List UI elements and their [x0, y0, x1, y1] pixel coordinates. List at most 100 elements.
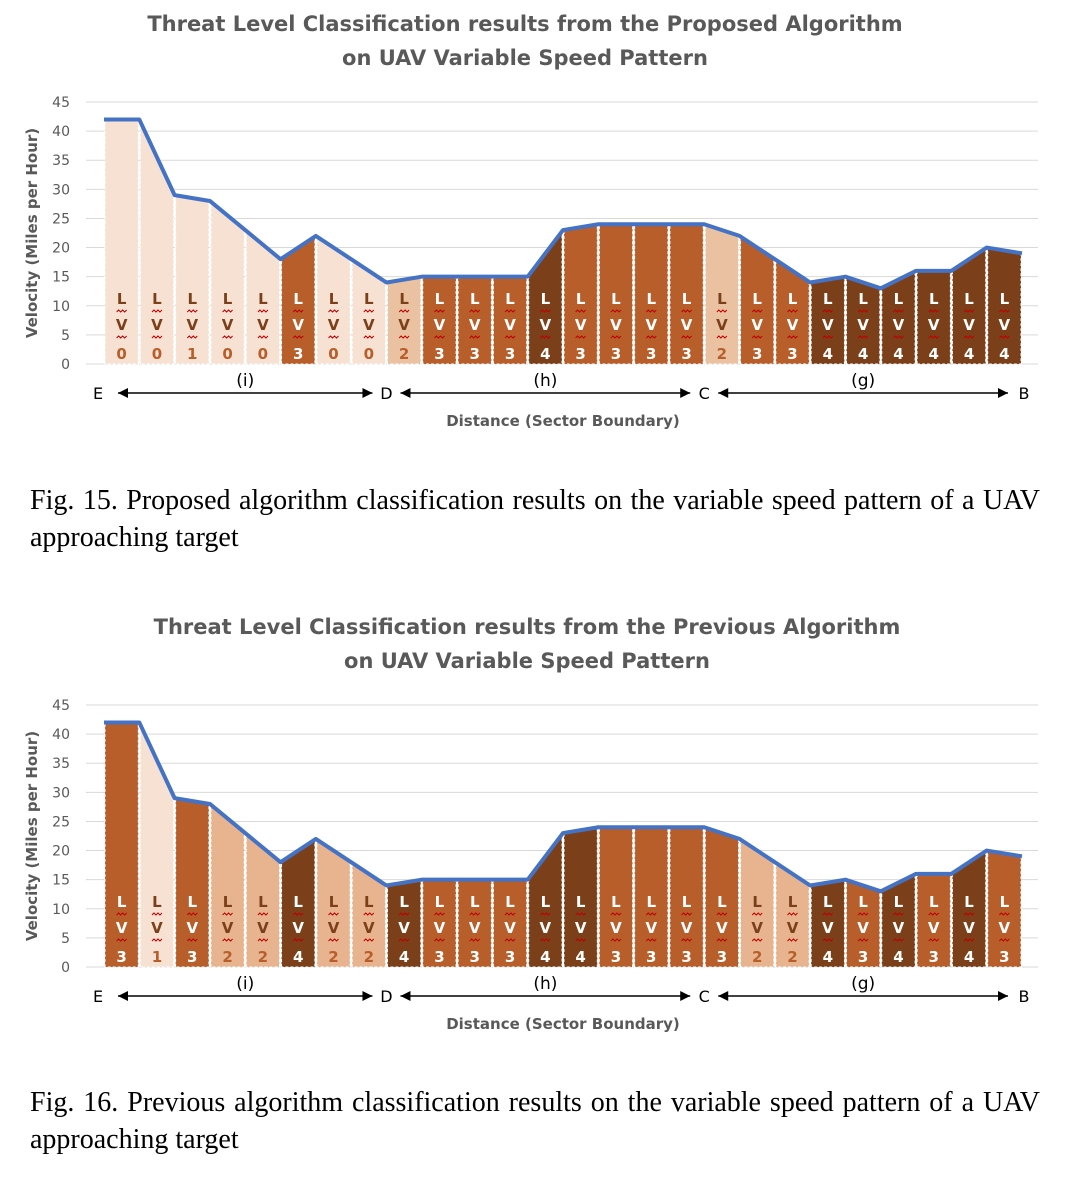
squiggle-mark: [222, 309, 233, 313]
boundary-label: D: [380, 384, 392, 403]
segment-level-mid: V: [963, 316, 975, 334]
segment-level-mid: V: [363, 919, 375, 937]
sector-arrow-head-right: [362, 388, 373, 398]
segment-level-mid: V: [716, 316, 728, 334]
segment-level-value: 4: [399, 948, 409, 966]
segment-level-prefix: L: [858, 290, 868, 308]
squiggle-mark: [610, 938, 622, 942]
y-tick-label: 5: [61, 328, 70, 344]
segment-level-prefix: L: [364, 290, 374, 308]
squiggle-mark: [328, 335, 339, 339]
x-axis-title: Distance (Sector Boundary): [446, 1015, 680, 1033]
squiggle-mark: [539, 912, 551, 916]
y-tick-label: 10: [52, 299, 70, 315]
boundary-label: B: [1019, 987, 1030, 1006]
segment-level-mid: V: [257, 919, 269, 937]
segment-level-mid: V: [398, 919, 410, 937]
squiggle-mark: [151, 335, 163, 339]
segment-level-prefix: L: [823, 290, 833, 308]
squiggle-mark: [398, 309, 410, 313]
y-tick-label: 15: [52, 873, 70, 889]
segment-level-prefix: L: [541, 290, 551, 308]
y-tick-label: 30: [52, 182, 70, 198]
segment-level-mid: V: [151, 316, 163, 334]
segment-level-mid: V: [575, 316, 587, 334]
segment-level-value: 3: [187, 948, 197, 966]
segment-level-value: 2: [399, 345, 409, 363]
squiggle-mark: [787, 938, 798, 942]
threat-segment: [245, 831, 281, 968]
segment-level-value: 3: [470, 948, 480, 966]
squiggle-mark: [186, 938, 198, 942]
segment-level-prefix: L: [505, 893, 515, 911]
threat-segment: [669, 826, 704, 968]
y-tick-label: 40: [52, 124, 70, 140]
sector-arrow-head-left: [118, 388, 128, 398]
segment-level-prefix: L: [894, 290, 904, 308]
velocity-line: [104, 117, 1023, 291]
squiggle-mark: [998, 938, 1010, 942]
squiggle-mark: [893, 912, 904, 916]
squiggle-mark: [928, 938, 940, 942]
segment-level-prefix: L: [682, 290, 692, 308]
segment-level-prefix: L: [611, 290, 621, 308]
squiggle-mark: [751, 938, 763, 942]
segment-level-value: 3: [752, 345, 762, 363]
squiggle-mark: [398, 912, 410, 916]
squiggle-mark: [645, 309, 657, 313]
segment-level-mid: V: [328, 919, 340, 937]
segment-level-prefix: L: [399, 290, 409, 308]
squiggle-mark: [645, 335, 657, 339]
segment-level-value: 0: [222, 345, 232, 363]
segment-level-prefix: L: [435, 290, 445, 308]
chart-title-line1: Threat Level Classification results from…: [147, 12, 902, 36]
segment-level-value: 3: [293, 345, 303, 363]
threat-segment: [740, 837, 775, 968]
threat-segment: [951, 246, 987, 365]
segment-level-prefix: L: [929, 893, 939, 911]
squiggle-mark: [575, 912, 587, 916]
squiggle-mark: [398, 335, 410, 339]
boundary-label: E: [93, 384, 103, 403]
segment-level-value: 4: [575, 948, 585, 966]
segment-level-value: 2: [328, 948, 338, 966]
segment-level-mid: V: [222, 316, 234, 334]
squiggle-mark: [716, 309, 728, 313]
segment-level-prefix: L: [470, 893, 480, 911]
segment-level-value: 4: [964, 948, 974, 966]
segment-level-mid: V: [645, 316, 657, 334]
segment-level-prefix: L: [964, 290, 974, 308]
segment-level-value: 3: [575, 345, 585, 363]
segment-level-value: 3: [505, 345, 515, 363]
segment-level-value: 3: [434, 948, 444, 966]
segment-level-mid: V: [893, 919, 905, 937]
squiggle-mark: [893, 309, 904, 313]
y-tick-label: 25: [52, 211, 70, 227]
y-tick-label: 20: [52, 844, 70, 860]
squiggle-mark: [504, 912, 516, 916]
squiggle-mark: [292, 912, 304, 916]
squiggle-mark: [787, 309, 798, 313]
segment-level-value: 2: [787, 948, 797, 966]
squiggle-mark: [328, 938, 339, 942]
segment-level-mid: V: [116, 316, 128, 334]
segment-level-prefix: L: [329, 893, 339, 911]
squiggle-mark: [363, 309, 375, 313]
squiggle-mark: [257, 309, 269, 313]
squiggle-mark: [292, 309, 304, 313]
segment-level-value: 3: [999, 948, 1009, 966]
squiggle-mark: [363, 335, 375, 339]
threat-segment: [881, 873, 916, 968]
segment-level-mid: V: [469, 919, 481, 937]
squiggle-mark: [539, 309, 551, 313]
threat-level-chart-previous: Threat Level Classification results from…: [23, 615, 1038, 1033]
segment-level-mid: V: [575, 919, 587, 937]
squiggle-mark: [257, 938, 269, 942]
segment-level-prefix: L: [293, 290, 303, 308]
segment-level-prefix: L: [788, 893, 798, 911]
squiggle-mark: [151, 912, 163, 916]
segment-level-prefix: L: [541, 893, 551, 911]
squiggle-mark: [645, 938, 657, 942]
squiggle-mark: [151, 309, 163, 313]
segment-level-mid: V: [504, 919, 516, 937]
